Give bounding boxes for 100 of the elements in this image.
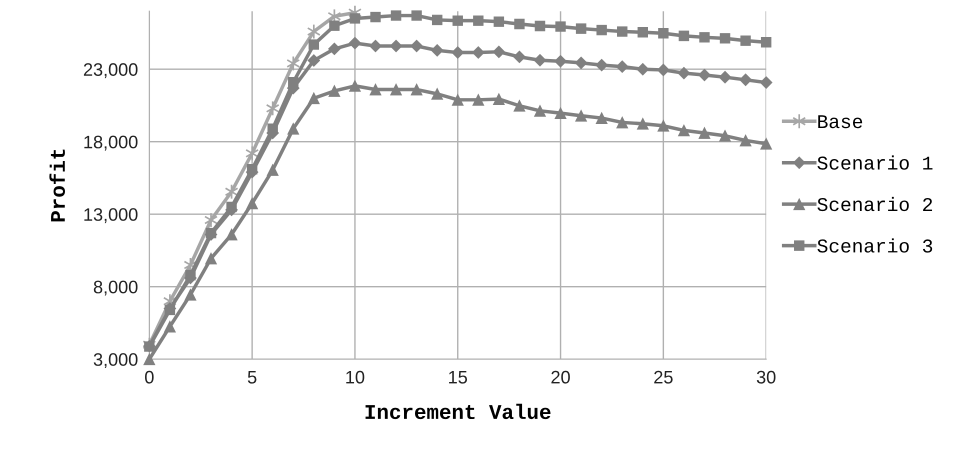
point [206,228,216,238]
point [411,10,422,21]
point [472,46,485,59]
point [739,74,752,86]
point [431,88,444,100]
point [657,120,670,132]
point [430,44,444,57]
point [246,197,258,210]
point [657,64,670,76]
y-tick-label: 23,000 [84,63,138,78]
point [224,184,238,200]
x-tick-label: 5 [248,370,256,384]
point [760,37,772,48]
point [617,26,628,37]
point [720,33,730,44]
point [349,80,361,92]
point [143,353,156,366]
x-tick-label: 0 [145,370,154,384]
point [369,40,382,52]
point [658,28,669,38]
point [596,24,607,36]
point [638,27,648,38]
point [226,202,237,212]
point [308,92,320,104]
point [410,40,423,52]
point [513,50,526,64]
legend-label: Scenario 2 [817,196,932,212]
point [678,124,690,136]
point [390,84,402,96]
point [492,93,505,105]
point [246,164,258,174]
point [452,94,464,106]
point [596,112,608,124]
point [636,62,650,76]
point [534,54,546,66]
point [554,55,567,68]
point [432,14,442,26]
point [287,122,300,135]
point [288,77,298,88]
point [740,134,752,146]
point [226,228,238,240]
point [350,13,360,24]
point [760,138,772,150]
point [514,100,526,112]
legend-label: Scenario 3 [817,238,932,253]
x-tick-label: 25 [654,370,673,384]
point [554,107,566,120]
point [760,76,772,89]
point [719,130,731,142]
x-tick-label: 20 [551,370,570,384]
point [473,15,484,26]
point [164,304,176,316]
point [534,104,546,117]
x-tick-label: 15 [449,370,468,384]
point [185,270,196,280]
legend-label: Base [818,115,862,128]
point [308,54,320,67]
y-tick-label: 3,000 [94,353,138,368]
point [205,252,217,264]
point [266,164,279,176]
point [574,56,588,70]
x-tick-label: 10 [346,370,364,384]
point [492,46,506,58]
point [595,58,608,72]
point [576,23,586,34]
point [575,110,588,122]
point [410,84,423,96]
y-tick-label: 8,000 [94,280,138,296]
point [699,32,710,43]
point [494,16,504,27]
point [678,66,690,80]
point [636,118,649,130]
x-axis-title: Increment Value [366,404,550,420]
point [678,30,690,42]
point [328,85,340,97]
point [616,60,628,73]
point [390,40,402,52]
point [452,15,463,26]
point [204,212,218,228]
y-axis-title: Profit [49,150,65,222]
point [514,18,525,30]
point [555,21,566,32]
point [370,12,381,22]
point [308,39,320,50]
y-tick-label: 13,000 [84,208,138,224]
point [718,70,732,84]
point [164,320,176,332]
point [534,20,546,32]
legend-label: Scenario 1 [817,155,932,170]
point [452,46,464,59]
point [472,94,484,106]
y-tick-label: 18,000 [84,136,138,151]
point [144,341,155,352]
point [698,68,711,82]
point [390,10,402,21]
point [329,20,340,31]
point [370,84,382,96]
point [348,36,362,50]
point [184,288,196,301]
point [698,127,710,139]
